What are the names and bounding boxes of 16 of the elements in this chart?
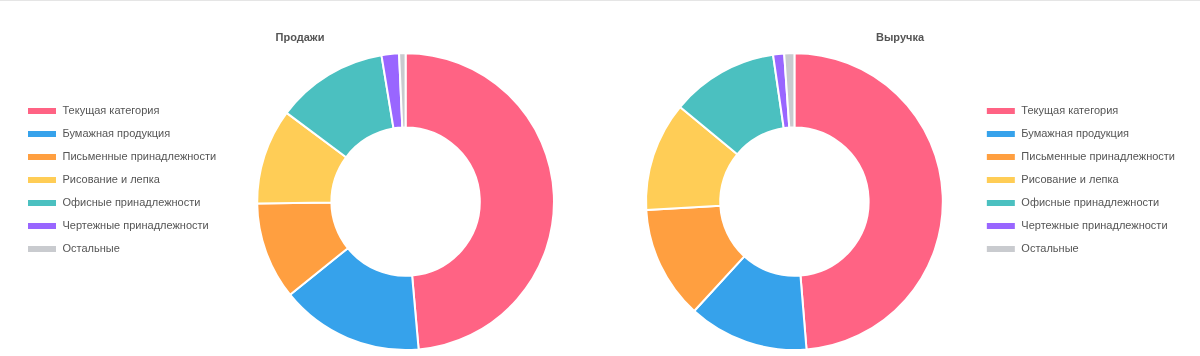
legend-label: Остальные — [1021, 242, 1079, 255]
legend-label: Бумажная продукция — [1021, 127, 1130, 140]
legend-label: Офисные принадлежности — [1021, 196, 1160, 209]
legend-label: Письменные принадлежности — [1021, 150, 1175, 163]
legend-label: Офисные принадлежности — [62, 196, 201, 209]
legend-label: Письменные принадлежности — [62, 150, 217, 163]
chart-title: Выручка — [875, 30, 925, 43]
legend-label: Бумажная продукция — [62, 127, 171, 140]
chart-title: Продажи — [275, 30, 325, 43]
legend-label: Рисование и лепка — [1021, 173, 1120, 186]
legend-label: Рисование и лепка — [62, 173, 161, 186]
legend-label: Текущая категория — [62, 104, 160, 117]
legend-label: Чертежные принадлежности — [1021, 219, 1168, 232]
legend-label: Чертежные принадлежности — [62, 219, 209, 232]
legend-label: Остальные — [62, 242, 120, 255]
legend-label: Текущая категория — [1021, 104, 1119, 117]
